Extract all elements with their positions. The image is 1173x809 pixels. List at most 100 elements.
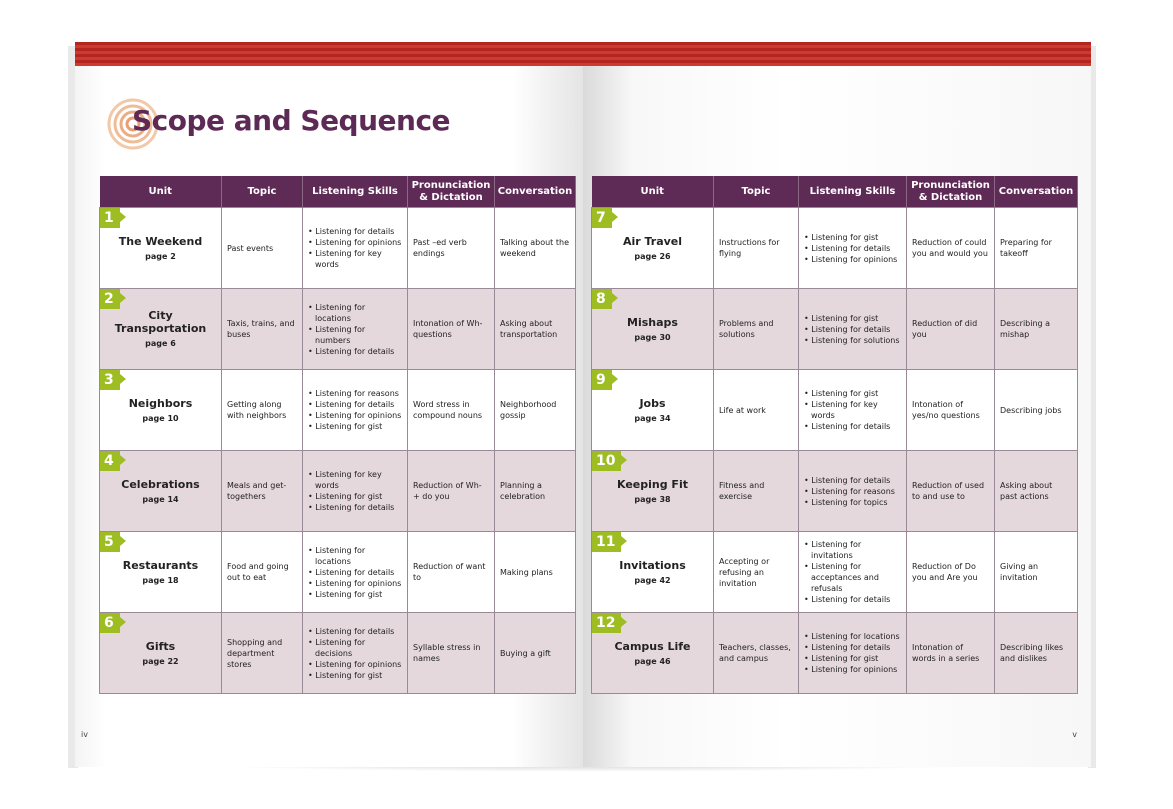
unit-name: Air Travel [622, 234, 683, 248]
skills-list: Listening for locationsListening for det… [804, 631, 901, 675]
skill-item: Listening for locations [308, 302, 402, 324]
column-header: Unit [99, 176, 222, 208]
unit-cell: 7 Air Travel page 26 [591, 207, 714, 289]
unit-page: page 34 [634, 413, 671, 423]
unit-cell: 10 Keeping Fit page 38 [591, 450, 714, 532]
skills-list: Listening for locationsListening for det… [308, 545, 402, 600]
skills-list: Listening for locationsListening for num… [308, 302, 402, 357]
unit-name: Restaurants [122, 558, 199, 572]
skill-item: Listening for reasons [308, 388, 402, 399]
page-number-right: v [1072, 730, 1077, 739]
unit-cell: 9 Jobs page 34 [591, 369, 714, 451]
unit-number-badge: 1 [100, 208, 126, 228]
skill-item: Listening for key words [308, 469, 402, 491]
pronunciation-cell: Intonation of words in a series [906, 612, 995, 694]
conversation-cell: Making plans [494, 531, 576, 613]
column-header: Unit [591, 176, 714, 208]
skill-item: Listening for reasons [804, 486, 901, 497]
skills-list: Listening for invitationsListening for a… [804, 539, 901, 605]
topic-cell: Accepting or refusing an invitation [713, 531, 799, 613]
unit-page: page 2 [145, 251, 176, 261]
conversation-cell: Neighborhood gossip [494, 369, 576, 451]
unit-number-badge: 3 [100, 370, 126, 390]
skills-list: Listening for gistListening for detailsL… [804, 232, 901, 265]
unit-name: The Weekend [118, 234, 203, 248]
table-row: 3 Neighbors page 10 Getting along with neig… [99, 369, 576, 451]
pronunciation-cell: Word stress in compound nouns [407, 369, 495, 451]
column-header: Listening Skills [302, 176, 408, 208]
topic-cell: Getting along with neighbors [221, 369, 303, 451]
skills-list: Listening for gistListening for detailsL… [804, 313, 901, 346]
scope-table-right: Unit Topic Listening Skills Pronunciation &… [591, 176, 1078, 694]
left-page: Scope and Sequence Unit Topic Listening Sk… [75, 42, 583, 767]
unit-name: City Transportation [114, 309, 207, 335]
skill-item: Listening for opinions [804, 664, 901, 675]
unit-number-badge: 11 [592, 532, 629, 552]
skill-item: Listening for gist [804, 388, 901, 399]
unit-number-badge: 8 [592, 289, 618, 309]
skill-item: Listening for key words [804, 399, 901, 421]
skill-item: Listening for details [804, 594, 901, 605]
unit-name: Invitations [619, 558, 686, 572]
unit-cell: 2 City Transportation page 6 [99, 288, 222, 370]
unit-name: Neighbors [128, 396, 193, 410]
skills-cell: Listening for gistListening for key word… [798, 369, 907, 451]
table-row: 1 The Weekend page 2 Past events Listening f… [99, 207, 576, 289]
skill-item: Listening for topics [804, 497, 901, 508]
unit-number-badge: 9 [592, 370, 618, 390]
skills-cell: Listening for reasonsListening for detai… [302, 369, 408, 451]
conversation-cell: Describing a mishap [994, 288, 1078, 370]
topic-cell: Past events [221, 207, 303, 289]
table-row: 5 Restaurants page 18 Food and going out to… [99, 531, 576, 613]
skill-item: Listening for gist [308, 670, 402, 681]
spiral-logo-icon [107, 98, 159, 150]
conversation-cell: Giving an invitation [994, 531, 1078, 613]
page-number-left: iv [81, 730, 88, 739]
table-row: 7 Air Travel page 26 Instructions for flyin… [591, 207, 1078, 289]
unit-cell: 3 Neighbors page 10 [99, 369, 222, 451]
unit-number-badge: 12 [592, 613, 629, 633]
unit-cell: 12 Campus Life page 46 [591, 612, 714, 694]
skills-cell: Listening for locationsListening for det… [798, 612, 907, 694]
page-title: Scope and Sequence [132, 104, 451, 137]
skill-item: Listening for gist [308, 589, 402, 600]
skills-list: Listening for key wordsListening for gis… [308, 469, 402, 513]
unit-cell: 11 Invitations page 42 [591, 531, 714, 613]
column-header: Listening Skills [798, 176, 907, 208]
pronunciation-cell: Reduction of used to and use to [906, 450, 995, 532]
pronunciation-cell: Reduction of could you and would you [906, 207, 995, 289]
unit-name: Jobs [639, 396, 666, 410]
skill-item: Listening for details [804, 243, 901, 254]
scope-table-left: Unit Topic Listening Skills Pronunciation &… [99, 176, 576, 694]
right-page-edges [1088, 46, 1096, 768]
skill-item: Listening for details [804, 421, 901, 432]
conversation-cell: Asking about past actions [994, 450, 1078, 532]
skill-item: Listening for details [804, 475, 901, 486]
skill-item: Listening for details [804, 642, 901, 653]
skill-item: Listening for opinions [308, 237, 402, 248]
skill-item: Listening for numbers [308, 324, 402, 346]
unit-cell: 8 Mishaps page 30 [591, 288, 714, 370]
skill-item: Listening for details [804, 324, 901, 335]
skill-item: Listening for locations [308, 545, 402, 567]
pronunciation-cell: Intonation of Wh- questions [407, 288, 495, 370]
topic-cell: Taxis, trains, and buses [221, 288, 303, 370]
skills-cell: Listening for locationsListening for num… [302, 288, 408, 370]
unit-page: page 10 [142, 413, 179, 423]
topic-cell: Teachers, classes, and campus [713, 612, 799, 694]
skill-item: Listening for opinions [308, 578, 402, 589]
unit-number-badge: 2 [100, 289, 126, 309]
unit-name: Campus Life [614, 639, 691, 653]
table-row: 4 Celebrations page 14 Meals and get-togeth… [99, 450, 576, 532]
topic-cell: Food and going out to eat [221, 531, 303, 613]
conversation-cell: Describing jobs [994, 369, 1078, 451]
red-header-stripe [75, 42, 583, 66]
unit-name: Keeping Fit [617, 477, 688, 491]
topic-cell: Instructions for flying [713, 207, 799, 289]
unit-name: Gifts [145, 639, 176, 653]
column-header: Topic [713, 176, 799, 208]
conversation-cell: Planning a celebration [494, 450, 576, 532]
pronunciation-cell: Intonation of yes/no questions [906, 369, 995, 451]
